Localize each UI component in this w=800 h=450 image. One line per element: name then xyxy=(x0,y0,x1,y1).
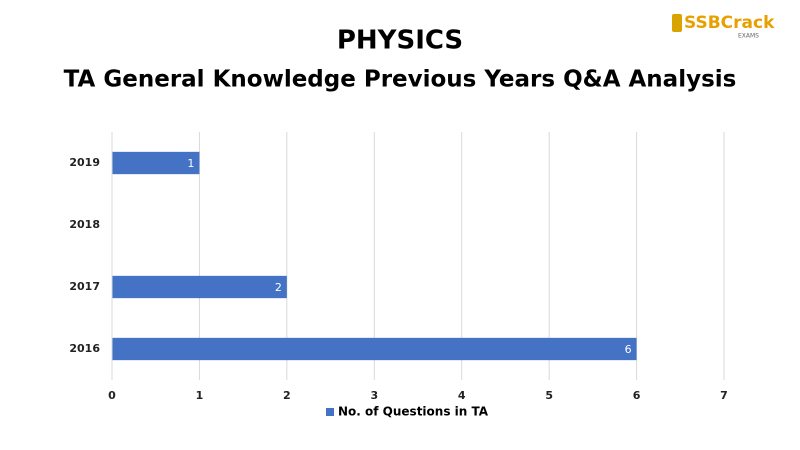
y-tick-label: 2018 xyxy=(69,218,100,231)
y-tick-label: 2016 xyxy=(69,342,100,355)
value-label: 1 xyxy=(187,157,194,170)
x-tick-label: 7 xyxy=(720,389,728,402)
chart-subtitle: TA General Knowledge Previous Years Q&A … xyxy=(64,67,737,93)
logo-sub: EXAMS xyxy=(738,33,759,40)
y-tick-label: 2017 xyxy=(69,280,100,293)
bar xyxy=(112,275,287,299)
x-tick-label: 4 xyxy=(458,389,466,402)
x-tick-label: 0 xyxy=(108,389,116,402)
x-tick-label: 6 xyxy=(633,389,641,402)
logo-icon xyxy=(672,14,682,32)
x-tick-label: 2 xyxy=(283,389,291,402)
bar xyxy=(112,337,637,361)
chart-title: PHYSICS xyxy=(337,26,463,56)
value-label: 2 xyxy=(275,281,282,294)
x-tick-label: 3 xyxy=(370,389,378,402)
bar xyxy=(112,151,200,175)
y-tick-label: 2019 xyxy=(69,156,100,169)
value-label: 6 xyxy=(625,343,632,356)
logo-text: SSBCrack xyxy=(684,13,775,33)
x-tick-label: 1 xyxy=(196,389,204,402)
legend-swatch xyxy=(326,408,334,416)
legend-label: No. of Questions in TA xyxy=(338,405,489,419)
x-tick-label: 5 xyxy=(545,389,553,402)
